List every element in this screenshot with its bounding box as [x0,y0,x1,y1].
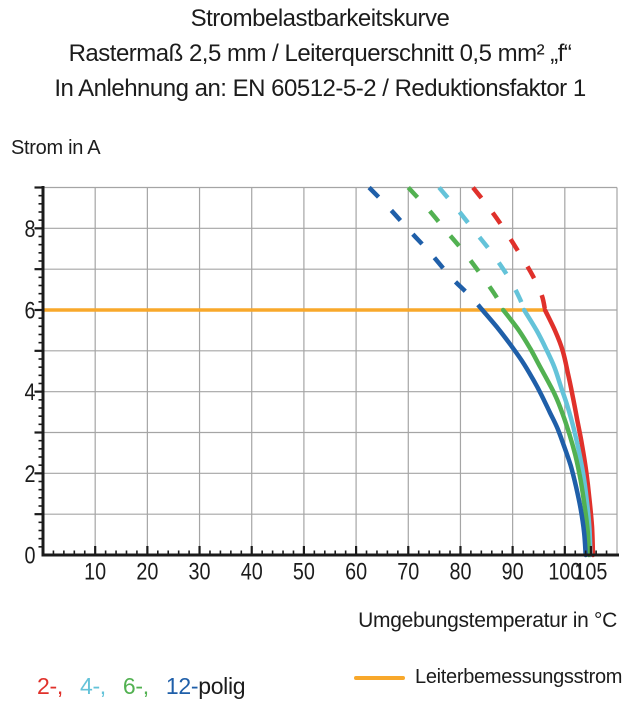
curve-solid-12-polig [480,307,588,558]
rated-current-line-swatch [354,675,405,680]
x-tick-label: 60 [345,559,367,586]
y-tick-label: 2 [25,461,36,488]
x-tick-label: 105 [574,559,607,586]
x-tick-label: 40 [241,559,263,586]
y-tick-label: 8 [25,216,36,243]
curve-dashed-12-polig [367,185,485,312]
x-tick-label: 80 [449,559,471,586]
axis-ticks [34,186,608,554]
x-tick-label: 90 [502,559,524,586]
y-tick-label: 4 [25,379,36,406]
curve-dashed-6-polig [406,185,506,312]
y-axis-title: Strom in A [11,137,101,159]
curve-dashed-4-polig [437,186,527,311]
chart-subtitle: Rastermaß 2,5 mm / Leiterquerschnitt 0,5… [68,40,572,67]
x-tick-label: 30 [189,559,211,586]
x-tick-label: 70 [397,559,419,586]
rated-current-label: Leiterbemessungsstrom [415,666,623,688]
legend-rated-current: Leiterbemessungsstrom [354,666,622,689]
x-tick-label: 10 [84,559,106,586]
derating-curves [367,185,596,558]
legend-pole-0: 2-, [37,673,63,699]
legend-pole-combo: 12- polig [165,673,246,700]
curve-solid-4-polig [521,307,593,558]
y-tick-label: 0 [25,543,36,570]
legend-pole-3: 12- [165,673,199,699]
curve-solid-6-polig [500,307,592,558]
chart-title-block: Strombelastbarkeitskurve Rastermaß 2,5 m… [0,1,640,106]
legend-pole-2: 6-, [122,673,149,699]
curve-dashed-2-polig [471,186,548,311]
y-tick-label: 6 [25,298,36,325]
chart-subtitle2: In Anlehnung an: EN 60512-5-2 / Reduktio… [54,75,586,102]
legend-pole-suffix: polig [198,673,246,699]
legend-pole-1: 4-, [79,673,106,699]
axes [41,186,619,557]
x-tick-label: 20 [136,559,158,586]
x-axis-title: Umgebungstemperatur in °C [358,609,617,632]
gridlines [43,186,618,555]
chart-title: Strombelastbarkeitskurve [190,5,450,32]
x-tick-label: 50 [293,559,315,586]
legend-poles: 2-, 4-, 6-, 12- polig [37,673,246,700]
curve-solid-2-polig [542,307,596,558]
x-tick-label: 100 [548,559,581,586]
